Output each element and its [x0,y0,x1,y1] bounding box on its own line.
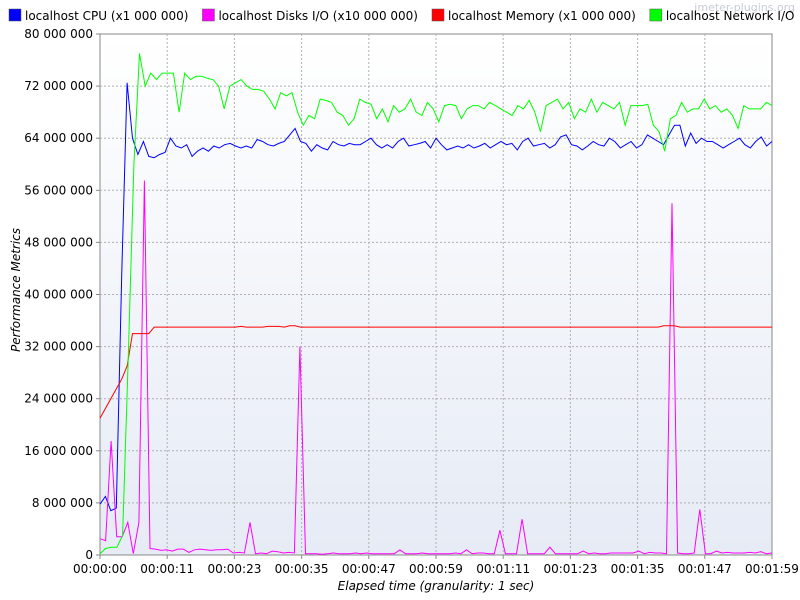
x-tick-label: 00:00:23 [207,562,261,576]
series-line-localhost-network-i-o [99,53,773,555]
series-line-localhost-disks-i-o-x10-000-000 [99,180,773,555]
x-tick-label: 00:00:59 [409,562,463,576]
legend-label: localhost Memory (x1 000 000) [448,9,636,23]
x-tick-label: 00:00:35 [275,562,329,576]
legend-swatch [8,8,22,22]
x-tick-label: 00:00:47 [342,562,396,576]
legend-label: localhost CPU (x1 000 000) [25,9,188,23]
x-tick-label: 00:00:00 [73,562,127,576]
x-axis-ticks: 00:00:00 00:00:11 00:00:23 00:00:35 00:00:47… [73,555,799,576]
series-line-localhost-cpu-x1-000-000 [99,82,773,512]
x-tick-label: 00:01:47 [678,562,732,576]
y-tick-label: 32 000 000 [24,340,93,354]
x-axis-title: Elapsed time (granularity: 1 sec) [338,579,535,593]
x-tick-label: 00:01:11 [476,562,530,576]
legend-entry: localhost CPU (x1 000 000) [8,8,188,23]
y-tick-label: 80 000 000 [24,27,93,41]
legend-swatch [202,8,215,22]
y-tick-label: 48 000 000 [24,235,93,249]
y-tick-label: 64 000 000 [24,131,93,145]
chart-legend: localhost CPU (x1 000 000) localhost Disk… [8,8,795,23]
y-tick-label: 8 000 000 [32,496,93,510]
y-axis-ticks: 0 8 000 000 16 000 000 24 000 000 32 000 000… [24,27,100,562]
legend-entry: localhost Network I/O [649,8,795,23]
legend-entry: localhost Memory (x1 000 000) [431,8,636,23]
x-tick-label: 00:01:35 [611,562,665,576]
x-tick-label: 00:01:59 [745,562,799,576]
x-tick-label: 00:00:11 [140,562,194,576]
legend-label: localhost Disks I/O (x10 000 000) [218,9,418,23]
legend-swatch [649,8,663,22]
y-tick-label: 24 000 000 [24,392,93,406]
y-axis-title: Performance Metrics [9,228,23,352]
x-tick-label: 00:01:23 [543,562,597,576]
y-tick-label: 0 [85,548,93,562]
series-lines [99,53,773,555]
legend-swatch [431,8,445,22]
legend-label: localhost Network I/O [666,9,795,23]
y-tick-label: 40 000 000 [24,288,93,302]
watermark: jmeter-plugins.org [693,1,795,14]
y-tick-label: 16 000 000 [24,444,93,458]
y-tick-label: 56 000 000 [24,183,93,197]
y-tick-label: 72 000 000 [24,79,93,93]
series-line-localhost-memory-x1-000-000 [99,325,772,419]
legend-entry: localhost Disks I/O (x10 000 000) [202,8,418,23]
